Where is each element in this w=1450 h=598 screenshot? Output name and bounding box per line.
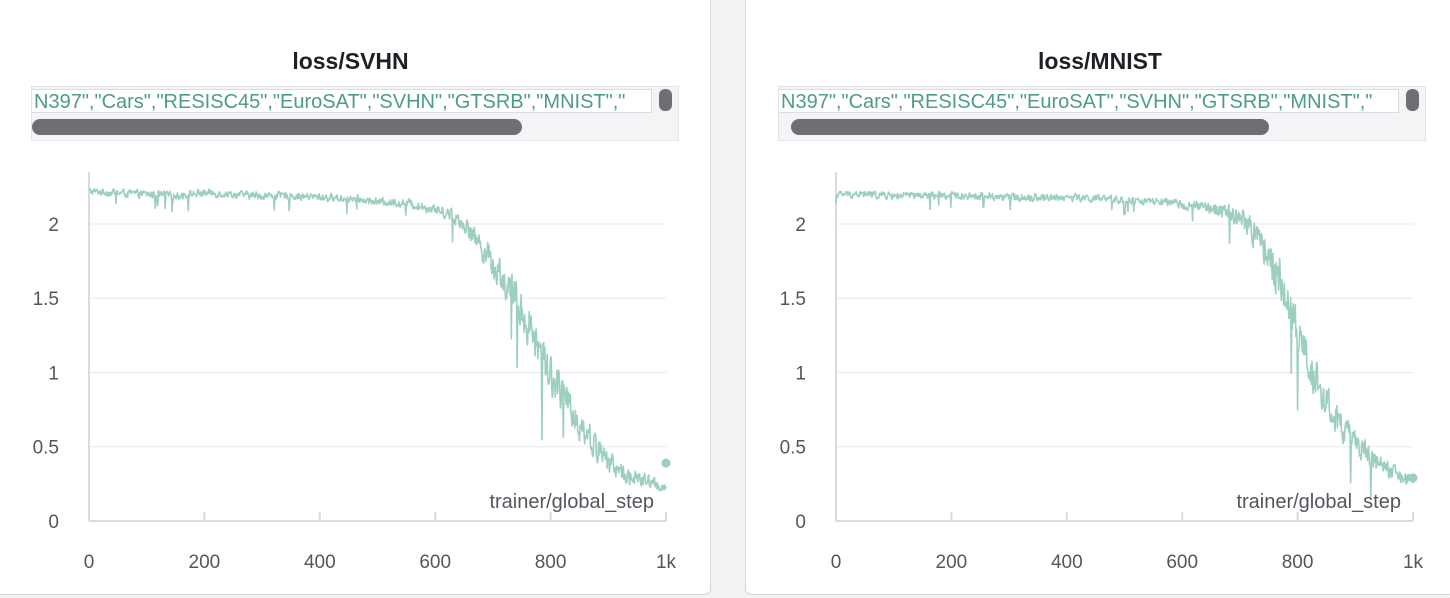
series-line — [88, 188, 667, 492]
last-point-marker — [661, 458, 671, 468]
x-tick-label: 1k — [1403, 552, 1424, 573]
y-tick-label: 0.5 — [33, 438, 59, 459]
y-tick-label: 2 — [795, 215, 806, 236]
x-tick-label: 400 — [304, 552, 336, 573]
run-filter-value: N397","Cars","RESISC45","EuroSAT","SVHN"… — [781, 91, 1373, 113]
y-tick-label: 0 — [795, 512, 806, 533]
vertical-scroll-thumb[interactable] — [1406, 89, 1419, 111]
x-tick-label: 1k — [656, 552, 677, 573]
x-tick-label: 400 — [1051, 552, 1083, 573]
run-filter-text[interactable]: N397","Cars","RESISC45","EuroSAT","SVHN"… — [779, 89, 1399, 113]
chart-title: loss/MNIST — [1038, 48, 1162, 74]
horizontal-scrollbar[interactable] — [32, 119, 522, 135]
x-tick-label: 0 — [84, 552, 95, 573]
chart-title: loss/SVHN — [292, 48, 409, 74]
chart-panel-loss-mnist: loss/MNIST N397","Cars","RESISC45","Euro… — [745, 0, 1450, 595]
y-tick-label: 1 — [795, 363, 806, 384]
y-tick-label: 0.5 — [780, 438, 806, 459]
x-tick-label: 800 — [535, 552, 567, 573]
run-filter-box[interactable]: N397","Cars","RESISC45","EuroSAT","SVHN"… — [778, 86, 1426, 141]
y-tick-label: 1 — [48, 363, 59, 384]
x-tick-label: 600 — [1166, 552, 1198, 573]
x-tick-label: 200 — [936, 552, 968, 573]
x-tick-label: 800 — [1282, 552, 1314, 573]
x-axis-title: trainer/global_step — [1236, 491, 1401, 513]
x-tick-label: 600 — [419, 552, 451, 573]
series-line — [835, 190, 1414, 498]
x-tick-label: 200 — [189, 552, 221, 573]
run-filter-box[interactable]: N397","Cars","RESISC45","EuroSAT","SVHN"… — [31, 86, 679, 141]
x-tick-label: 0 — [831, 552, 842, 573]
y-tick-label: 0 — [48, 512, 59, 533]
vertical-scroll-thumb[interactable] — [659, 89, 672, 111]
y-tick-label: 1.5 — [780, 289, 806, 310]
horizontal-scrollbar[interactable] — [791, 119, 1269, 135]
x-axis-title: trainer/global_step — [489, 491, 654, 513]
y-tick-label: 2 — [48, 215, 59, 236]
last-point-marker — [1408, 473, 1418, 483]
run-filter-value: N397","Cars","RESISC45","EuroSAT","SVHN"… — [34, 91, 626, 113]
run-filter-text[interactable]: N397","Cars","RESISC45","EuroSAT","SVHN"… — [32, 89, 652, 113]
y-tick-label: 1.5 — [33, 289, 59, 310]
chart-panel-loss-svhn: loss/SVHN N397","Cars","RESISC45","EuroS… — [0, 0, 711, 595]
